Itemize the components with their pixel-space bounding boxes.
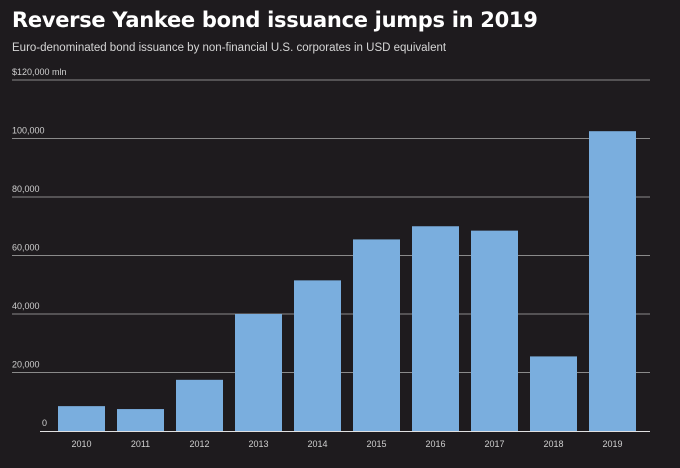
bar-2018 — [530, 356, 577, 431]
x-tick-label: 2019 — [602, 439, 622, 449]
x-tick-label: 2010 — [71, 439, 91, 449]
bar-2017 — [471, 230, 518, 431]
x-tick-label: 2012 — [189, 439, 209, 449]
y-axis-labels: 0 20,000 40,000 60,000 80,000 100,000 $120,000… — [12, 67, 67, 428]
bar-2019 — [589, 131, 636, 431]
y-tick-label: 100,000 — [12, 126, 45, 136]
bar-2012 — [176, 379, 223, 431]
x-tick-label: 2011 — [131, 439, 150, 449]
y-tick-label: $120,000 mln — [12, 67, 67, 77]
x-tick-label: 2015 — [366, 439, 386, 449]
bar-2011 — [117, 409, 164, 431]
y-tick-label: 60,000 — [12, 243, 40, 253]
bar-2016 — [412, 226, 459, 431]
bar-2013 — [235, 314, 282, 431]
y-tick-label: 80,000 — [12, 184, 40, 194]
x-axis-labels: 2010 2011 2012 2013 2014 2015 2016 2017 2018 2019 — [71, 439, 622, 449]
x-tick-label: 2014 — [307, 439, 327, 449]
y-tick-label: 0 — [42, 418, 47, 428]
x-tick-label: 2013 — [248, 439, 268, 449]
x-tick-label: 2016 — [425, 439, 445, 449]
x-tick-label: 2018 — [543, 439, 563, 449]
x-tick-label: 2017 — [484, 439, 504, 449]
y-tick-label: 40,000 — [12, 301, 40, 311]
chart-subtitle: Euro-denominated bond issuance by non-fi… — [12, 42, 447, 54]
bars — [58, 131, 636, 431]
bar-2014 — [294, 280, 341, 431]
bar-2015 — [353, 239, 400, 431]
bar-2010 — [58, 406, 105, 431]
chart-title: Reverse Yankee bond issuance jumps in 20… — [12, 8, 538, 32]
y-tick-label: 20,000 — [12, 360, 40, 370]
